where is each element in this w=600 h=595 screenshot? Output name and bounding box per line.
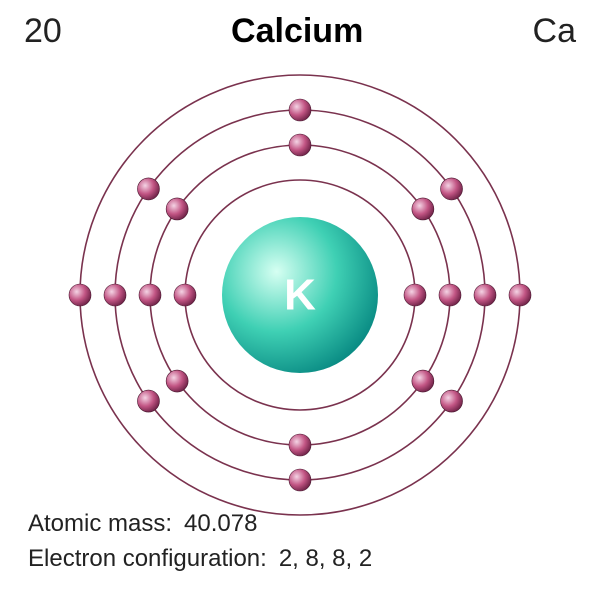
electron-s2-2 <box>439 284 461 306</box>
electron-s3-2 <box>474 284 496 306</box>
header: 20 Calcium Ca <box>0 12 600 51</box>
atomic-mass-label: Atomic mass: <box>28 507 172 542</box>
electron-s1-1 <box>404 284 426 306</box>
electron-s4-1 <box>509 284 531 306</box>
electron-s3-7 <box>137 178 159 200</box>
electron-s2-3 <box>412 370 434 392</box>
electron-s3-3 <box>441 390 463 412</box>
element-name: Calcium <box>62 12 533 51</box>
element-symbol: Ca <box>533 12 576 51</box>
electron-s3-4 <box>289 469 311 491</box>
electron-s1-2 <box>174 284 196 306</box>
electron-s3-8 <box>289 99 311 121</box>
electron-s2-7 <box>166 198 188 220</box>
atomic-number: 20 <box>24 12 62 51</box>
electron-s2-5 <box>166 370 188 392</box>
econfig-value: 2, 8, 8, 2 <box>279 542 372 577</box>
nucleus-label: K <box>284 271 316 320</box>
electron-s3-6 <box>104 284 126 306</box>
electron-s2-4 <box>289 434 311 456</box>
atomic-mass-value: 40.078 <box>184 507 257 542</box>
electron-s3-5 <box>137 390 159 412</box>
electron-s2-6 <box>139 284 161 306</box>
atom-diagram: K <box>50 55 550 540</box>
electron-s2-8 <box>289 134 311 156</box>
econfig-label: Electron configuration: <box>28 542 267 577</box>
electron-s2-1 <box>412 198 434 220</box>
footer: Atomic mass: 40.078 Electron configurati… <box>0 507 600 577</box>
electron-s4-2 <box>69 284 91 306</box>
atom-svg: K <box>50 55 550 535</box>
electron-s3-1 <box>441 178 463 200</box>
